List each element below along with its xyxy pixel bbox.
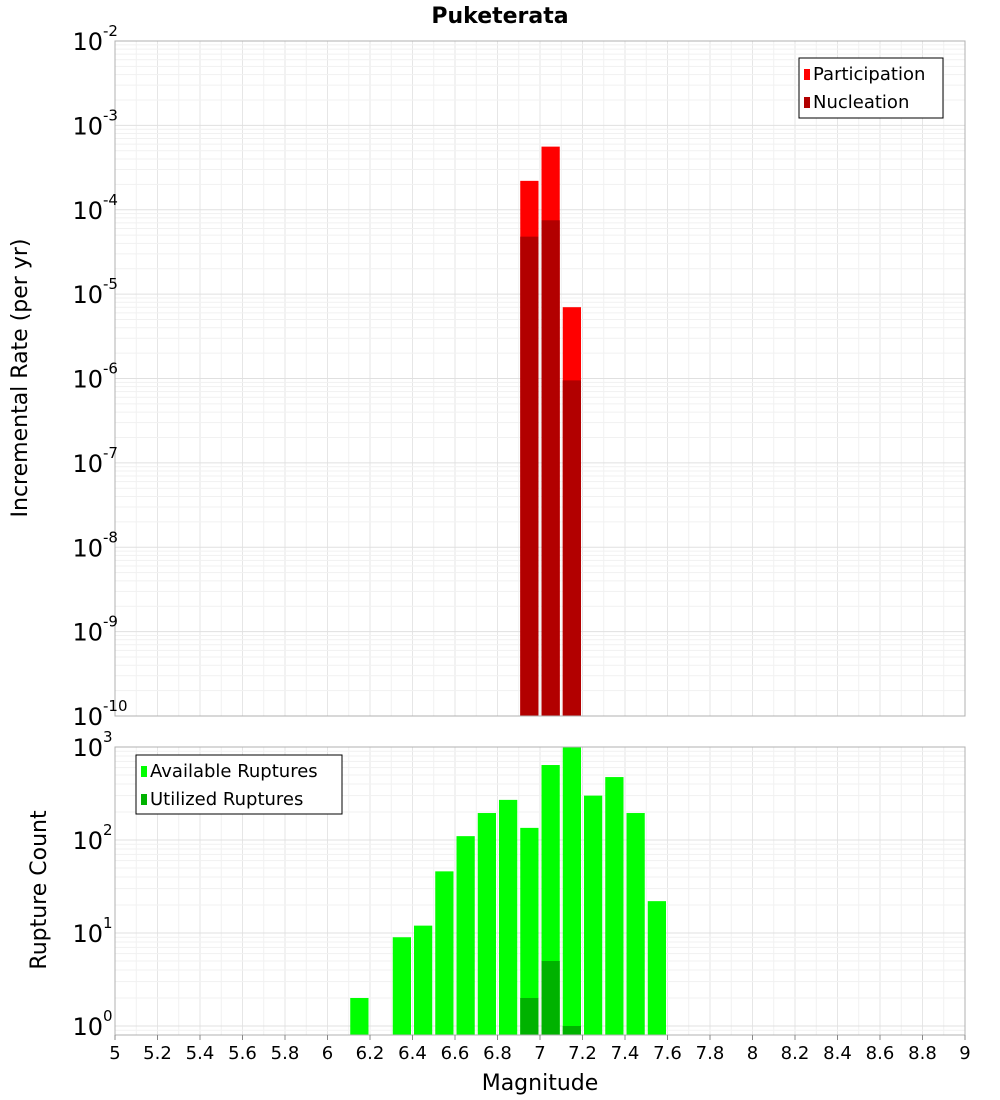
bottom-y-tick-base: 10 [72,920,103,948]
top-y-tick-base: 10 [72,197,103,225]
x-tick-label: 5 [109,1043,120,1064]
x-tick-label: 8.6 [866,1043,895,1064]
top-legend-swatch [804,97,810,108]
top-y-tick-exponent: -10 [103,697,128,715]
bottom-legend-swatch [141,766,147,777]
x-tick-label: 6.8 [483,1043,512,1064]
bottom-bar-available-ruptures [350,997,369,1035]
x-tick-label: 5.2 [143,1043,172,1064]
top-legend: Participation Nucleation [798,57,944,119]
bottom-bar-available-ruptures [499,799,518,1035]
top-y-tick-base: 10 [72,703,103,731]
top-y-tick-base: 10 [72,619,103,647]
bottom-bar-available-ruptures [605,777,624,1035]
top-bar-nucleation [520,236,539,716]
bottom-y-tick-base: 10 [72,827,103,855]
top-y-tick-base: 10 [72,28,103,56]
top-y-tick-exponent: -4 [103,191,118,209]
bottom-y-tick-base: 10 [72,1013,103,1041]
top-bar-nucleation [541,220,560,717]
top-y-axis-label: Incremental Rate (per yr) [8,239,33,518]
x-tick-label: 7.6 [653,1043,682,1064]
x-tick-label: 7 [534,1043,545,1064]
top-y-tick-exponent: -5 [103,275,118,293]
top-y-tick-base: 10 [72,366,103,394]
bottom-legend-box [135,754,343,815]
x-tick-label: 7.2 [568,1043,597,1064]
top-y-tick-exponent: -8 [103,528,118,546]
top-y-tick-exponent: -7 [103,444,118,462]
x-tick-label: 6.6 [441,1043,470,1064]
top-y-tick-base: 10 [72,112,103,140]
x-tick-label: 7.4 [611,1043,640,1064]
chart-title: Puketerata [431,4,568,29]
top-bar-nucleation [562,380,581,716]
x-tick-label: 8.4 [823,1043,852,1064]
x-tick-label: 8 [747,1043,758,1064]
bottom-y-tick-exponent: 3 [103,728,113,746]
bottom-bar-available-ruptures [626,813,645,1035]
bottom-legend-label: Utilized Ruptures [150,789,303,810]
bottom-bar-utilized-ruptures [562,1025,581,1035]
x-tick-label: 8.8 [908,1043,937,1064]
x-tick-label: 5.4 [186,1043,215,1064]
top-y-tick-exponent: -2 [103,22,118,40]
bottom-bar-available-ruptures [520,827,539,1035]
top-y-tick-exponent: -6 [103,360,118,378]
bottom-y-axis-label: Rupture Count [27,810,52,970]
bottom-bar-available-ruptures [647,901,666,1035]
top-legend-label: Participation [813,64,925,85]
top-y-tick-exponent: -9 [103,613,118,631]
x-tick-label: 7.8 [696,1043,725,1064]
x-tick-label: 5.8 [271,1043,300,1064]
top-legend-box [798,57,944,119]
top-y-tick-base: 10 [72,450,103,478]
bottom-bar-available-ruptures [456,836,475,1035]
x-axis-label: Magnitude [482,1071,599,1096]
bottom-bar-available-ruptures [584,795,603,1035]
bottom-bar-available-ruptures [414,925,433,1035]
bottom-legend-swatch [141,794,147,805]
x-tick-label: 9 [959,1043,970,1064]
top-legend-label: Nucleation [813,92,909,113]
bottom-y-tick-base: 10 [72,734,103,762]
x-tick-label: 5.6 [228,1043,257,1064]
top-y-tick-exponent: -3 [103,106,118,124]
bottom-y-tick-exponent: 1 [103,914,113,932]
bottom-bar-utilized-ruptures [541,960,560,1035]
x-tick-label: 8.2 [781,1043,810,1064]
bottom-y-tick-exponent: 2 [103,821,113,839]
bottom-legend-label: Available Ruptures [150,761,318,782]
bottom-bar-available-ruptures [435,871,454,1035]
bottom-bar-available-ruptures [392,937,411,1035]
top-plot-frame [114,40,966,717]
bottom-bar-available-ruptures [562,747,581,1035]
top-y-tick-base: 10 [72,281,103,309]
x-tick-label: 6.2 [356,1043,385,1064]
bottom-bar-available-ruptures [477,813,496,1035]
bottom-bar-utilized-ruptures [520,997,539,1035]
top-y-tick-base: 10 [72,534,103,562]
bottom-legend: Available Ruptures Utilized Ruptures [135,754,343,815]
bottom-y-tick-exponent: 0 [103,1007,113,1025]
top-legend-swatch [804,69,810,80]
x-tick-label: 6 [322,1043,333,1064]
x-tick-label: 6.4 [398,1043,427,1064]
